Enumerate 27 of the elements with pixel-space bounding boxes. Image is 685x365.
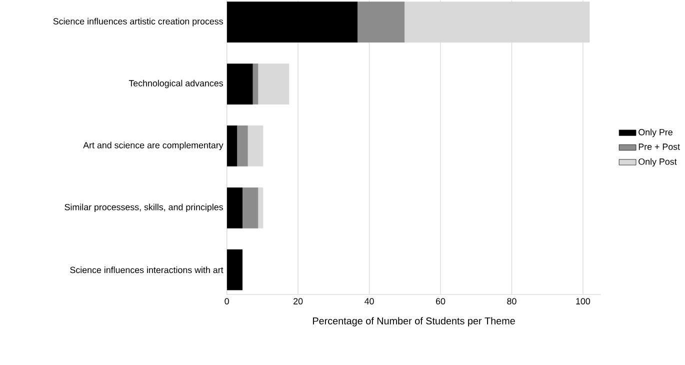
x-tick-label: 20 (294, 298, 303, 304)
y-tick-label: Science influences interactions with art (70, 266, 224, 274)
y-tick-label: Similar processess, skills, and principles (64, 204, 223, 212)
y-tick-label: Art and science are complementary (83, 142, 224, 150)
bar (226, 249, 243, 290)
bar (237, 126, 248, 166)
legend-label: Only Post (638, 158, 677, 167)
x-tick-label: 80 (507, 298, 516, 304)
bar (248, 126, 264, 166)
bar (252, 64, 258, 104)
bar (226, 126, 238, 166)
y-tick-label: Science influences artistic creation process (53, 18, 223, 26)
x-tick-label: 60 (436, 298, 446, 304)
bar (258, 64, 290, 104)
legend-label: Only Pre (638, 128, 672, 138)
bar (226, 187, 243, 228)
bar (226, 64, 253, 104)
x-axis-title: Percentage of Number of Students per Theme (313, 317, 515, 326)
bar (226, 2, 358, 43)
bar (358, 2, 405, 43)
x-tick-label: 40 (364, 298, 374, 304)
x-tick-label: 0 (224, 298, 229, 304)
legend-label: Pre + Post (638, 144, 680, 150)
bar (242, 187, 258, 228)
y-tick-label: Technological advances (128, 80, 223, 88)
x-tick-label: 100 (576, 298, 590, 304)
bar (258, 187, 264, 228)
